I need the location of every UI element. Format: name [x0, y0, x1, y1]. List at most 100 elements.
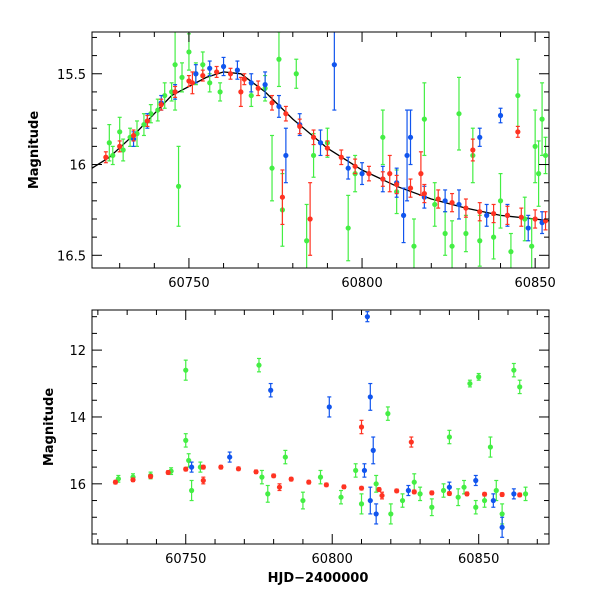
red-data-point — [446, 490, 452, 497]
point-marker — [446, 434, 452, 440]
point-marker — [162, 92, 168, 99]
red-data-point — [200, 464, 206, 470]
point-marker — [106, 140, 112, 146]
point-marker — [141, 121, 147, 128]
point-marker — [259, 474, 265, 480]
red-data-point — [130, 129, 137, 142]
green-data-point — [293, 58, 299, 89]
point-marker — [189, 487, 195, 494]
point-marker — [120, 147, 126, 153]
blue-data-point — [262, 71, 268, 98]
blue-data-point — [373, 503, 379, 525]
green-data-point — [148, 104, 154, 124]
red-data-point — [407, 178, 414, 198]
point-marker — [304, 238, 310, 244]
green-data-point — [179, 62, 185, 93]
green-data-point — [141, 113, 147, 137]
point-marker — [476, 374, 482, 380]
red-data-point — [214, 65, 220, 78]
red-data-point — [366, 165, 372, 182]
top-panel-frame — [91, 31, 550, 269]
point-marker — [421, 116, 427, 122]
point-marker — [446, 484, 452, 490]
point-marker — [504, 212, 511, 218]
blue-data-point — [248, 73, 254, 93]
point-marker — [481, 491, 488, 497]
blue-data-point — [317, 129, 324, 157]
point-marker — [175, 183, 182, 189]
blue-data-point — [400, 187, 407, 244]
top-light-curve-panel: 60750 60800 60850 15.5 16 16.5 Magnitude — [27, 31, 556, 291]
point-marker — [183, 437, 189, 443]
green-data-point — [411, 473, 417, 492]
point-marker — [353, 467, 359, 474]
green-data-point — [155, 98, 161, 122]
point-marker — [461, 484, 467, 490]
red-data-point — [379, 491, 385, 500]
green-data-point — [476, 372, 482, 381]
red-data-point — [112, 479, 119, 485]
point-marker — [373, 511, 379, 517]
point-marker — [276, 103, 282, 110]
red-data-point — [310, 129, 317, 146]
point-marker — [297, 123, 303, 129]
point-marker — [417, 491, 423, 497]
point-marker — [394, 488, 400, 494]
point-marker — [248, 92, 254, 99]
green-data-point — [487, 436, 494, 458]
point-marker — [470, 147, 476, 153]
point-marker — [499, 511, 505, 517]
x-tick-label: 60850 — [458, 552, 499, 567]
green-data-point — [265, 484, 271, 503]
point-marker — [407, 185, 414, 191]
bottom-panel-marks — [112, 311, 529, 538]
red-data-point — [235, 466, 242, 472]
point-marker — [376, 486, 382, 493]
x-tick-label: 60750 — [165, 552, 206, 567]
blue-data-point — [268, 382, 274, 398]
point-marker — [411, 243, 417, 249]
point-marker — [317, 140, 324, 146]
point-marker — [172, 89, 178, 95]
red-data-point — [158, 98, 164, 111]
point-marker — [385, 411, 391, 417]
point-marker — [345, 225, 351, 231]
green-data-point — [259, 469, 265, 485]
red-data-point — [463, 198, 469, 218]
red-data-point — [253, 469, 259, 475]
point-marker — [158, 102, 164, 108]
green-data-point — [497, 173, 504, 229]
point-marker — [200, 464, 206, 470]
point-marker — [324, 145, 331, 151]
red-data-point — [255, 80, 261, 97]
point-marker — [276, 484, 283, 490]
blue-data-point — [234, 60, 241, 80]
blue-data-point — [442, 189, 448, 213]
point-marker — [473, 477, 479, 484]
blue-data-point — [359, 162, 365, 186]
point-marker — [515, 129, 521, 135]
point-marker — [532, 216, 538, 222]
red-data-point — [352, 158, 358, 175]
red-data-point — [435, 189, 441, 209]
blue-data-point — [490, 493, 496, 508]
point-marker — [464, 491, 470, 497]
point-marker — [456, 201, 462, 208]
point-marker — [155, 107, 161, 113]
point-marker — [341, 484, 347, 490]
point-marker — [456, 111, 462, 117]
blue-series — [189, 311, 517, 538]
red-data-point — [477, 202, 483, 222]
x-tick-label: 60750 — [168, 276, 209, 291]
point-marker — [183, 466, 189, 472]
green-data-point — [442, 211, 448, 256]
green-data-point — [532, 109, 538, 184]
point-marker — [388, 511, 394, 517]
blue-data-point — [525, 214, 531, 242]
red-data-point — [218, 464, 224, 470]
point-marker — [525, 225, 531, 231]
point-marker — [477, 238, 483, 244]
red-data-point — [481, 491, 488, 497]
blue-data-point — [364, 311, 370, 323]
point-marker — [361, 467, 368, 474]
